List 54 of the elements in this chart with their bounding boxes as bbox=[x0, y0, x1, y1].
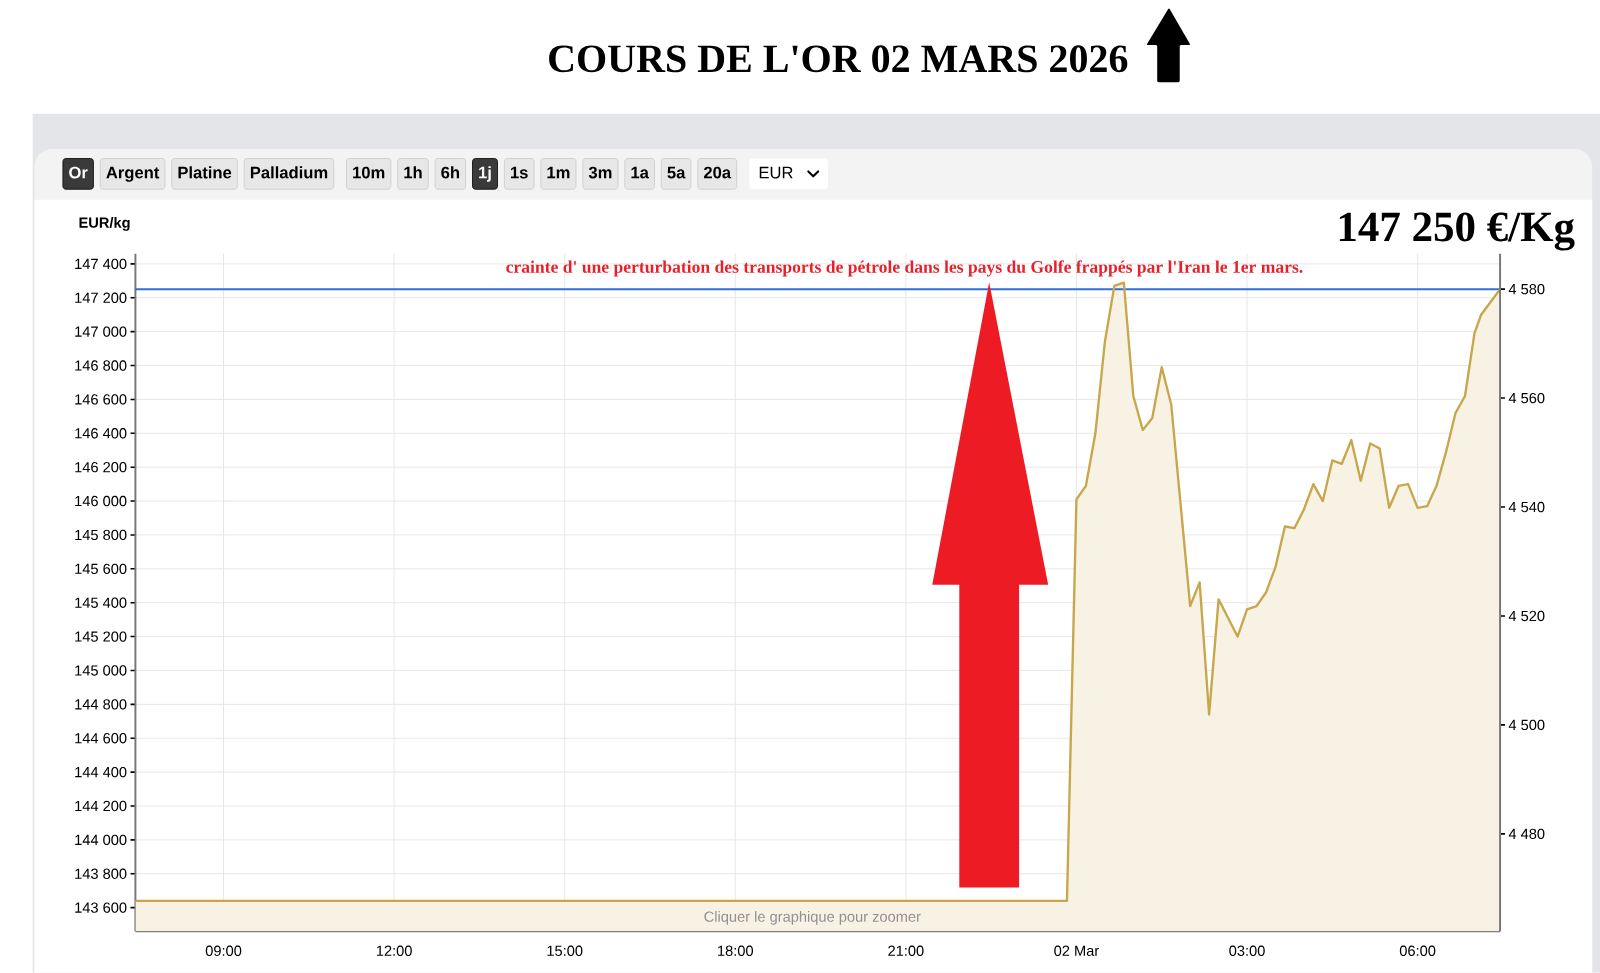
y-tick-label: 144 000 bbox=[75, 834, 127, 846]
y-tick-label: 146 200 bbox=[75, 462, 127, 473]
y-tick-label: 147 200 bbox=[75, 292, 127, 304]
y2-tick-label: 4 580 bbox=[1508, 284, 1545, 295]
text: 1h bbox=[404, 166, 422, 179]
text: 3m bbox=[588, 166, 612, 179]
y2-tick-label: 4 480 bbox=[1508, 828, 1545, 840]
x-tick-label: 02 Mar bbox=[1054, 945, 1099, 957]
y-tick-label: 146 400 bbox=[75, 428, 127, 439]
text: 5a bbox=[667, 166, 686, 179]
y-tick-label: 146 000 bbox=[75, 495, 127, 507]
y-tick-label: 145 000 bbox=[75, 665, 127, 676]
y-tick-label: 145 400 bbox=[75, 597, 127, 608]
y-tick-label: 143 600 bbox=[75, 902, 127, 913]
annotation: crainte d' une perturbation des transports de pétrole dans les pays du Golfe frappés par l'Iran le 1er mars. bbox=[506, 260, 1303, 277]
y-tick-label: 144 800 bbox=[75, 699, 127, 710]
y-tick-label: 143 800 bbox=[75, 868, 127, 880]
text: Or bbox=[69, 166, 88, 179]
y-axis-title: EUR/kg bbox=[79, 217, 130, 231]
text: 1j bbox=[479, 166, 491, 182]
x-tick-label: 18:00 bbox=[718, 945, 754, 957]
text: 10m bbox=[353, 166, 385, 179]
y-tick-label: 146 600 bbox=[75, 394, 127, 405]
x-tick-label: 09:00 bbox=[205, 945, 242, 957]
y-tick-label: 144 200 bbox=[75, 800, 127, 812]
y2-tick-label: 4 520 bbox=[1508, 610, 1545, 622]
chart-title: COURS DE L'OR 02 MARS 2026 bbox=[549, 45, 1128, 73]
y2-tick-label: 4 540 bbox=[1508, 501, 1545, 513]
text: EUR bbox=[759, 166, 793, 179]
x-tick-label: 15:00 bbox=[547, 945, 583, 957]
text: Platine bbox=[178, 166, 232, 179]
y-tick-label: 144 600 bbox=[75, 733, 127, 744]
text: 20a bbox=[703, 166, 732, 179]
y-tick-label: 145 800 bbox=[75, 529, 127, 541]
y2-tick-label: 4 560 bbox=[1508, 392, 1545, 404]
x-tick-label: 06:00 bbox=[1399, 945, 1436, 957]
text: 1s bbox=[510, 166, 528, 179]
text: 6h bbox=[441, 166, 460, 179]
y-tick-label: 147 400 bbox=[75, 258, 127, 270]
x-tick-label: 12:00 bbox=[376, 945, 412, 957]
y-tick-label: 145 600 bbox=[75, 563, 127, 575]
x-tick-label: 21:00 bbox=[888, 945, 924, 957]
y-tick-label: 145 200 bbox=[75, 631, 127, 642]
y-tick-label: 146 800 bbox=[75, 360, 127, 371]
text: Argent bbox=[106, 166, 160, 182]
y2-tick-label: 4 500 bbox=[1508, 719, 1545, 731]
text: 1a bbox=[631, 166, 649, 179]
x-tick-label: 03:00 bbox=[1229, 945, 1265, 957]
ref-line-label: 147 250 €/Kg bbox=[1339, 212, 1575, 251]
y-tick-label: 147 000 bbox=[75, 326, 127, 337]
y-tick-label: 144 400 bbox=[75, 767, 127, 778]
annotation: Cliquer le graphique pour zoomer bbox=[704, 911, 921, 925]
text: Palladium bbox=[250, 166, 328, 179]
text: 1m bbox=[547, 166, 570, 179]
